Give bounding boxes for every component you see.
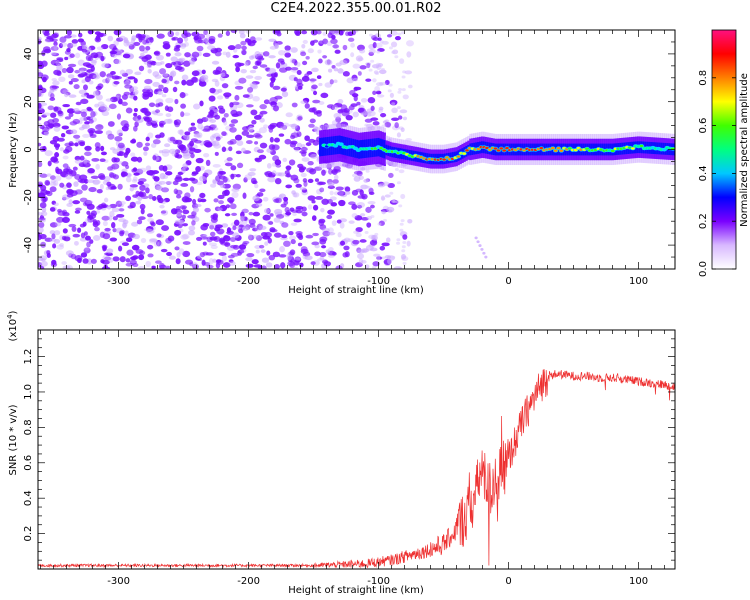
snr-panel: -300 -200 -100 0 100 0.2 0.4 0.6 0.8 1.0 1.2 Heig…	[6, 310, 676, 596]
colorbar: 0.0 0.2 0.4 0.6 0.8 Normalized spectral ampl…	[698, 29, 750, 277]
y-tick-label: 1.2	[23, 349, 34, 365]
spectrogram-x-ticks: -300 -200 -100 0 100	[40, 30, 665, 287]
snr-series-line	[38, 369, 675, 569]
snr-x-label: Height of straight line (km)	[288, 585, 424, 596]
y-tick-label: 0	[23, 146, 34, 152]
snr-frame	[37, 329, 676, 570]
x-tick-label: -100	[367, 276, 390, 287]
x-tick-label: -200	[237, 576, 260, 587]
x-tick-label: 100	[629, 276, 648, 287]
x-tick-label: 0	[505, 576, 511, 587]
snr-y-scale-label: (x104)	[6, 310, 19, 341]
colorbar-tick-label: 0.8	[698, 70, 709, 86]
y-tick-label: 0.8	[23, 419, 34, 435]
colorbar-tick-label: 0.0	[698, 261, 709, 277]
y-tick-label: -20	[23, 189, 34, 205]
x-tick-label: -200	[237, 276, 260, 287]
page-title: C2E4.2022.355.00.01.R02	[270, 1, 442, 16]
y-tick-label: -40	[23, 237, 34, 253]
x-tick-label: -300	[107, 576, 130, 587]
snr-y-label: SNR (10 * v/v)	[8, 404, 19, 475]
y-tick-label: 0.6	[23, 455, 34, 471]
colorbar-label: Normalized spectral amplitude	[739, 73, 750, 227]
spectrogram-x-label: Height of straight line (km)	[288, 285, 424, 296]
snr-x-ticks: -300 -200 -100 0 100	[40, 330, 665, 587]
x-tick-label: 100	[629, 576, 648, 587]
x-tick-label: -300	[107, 276, 130, 287]
x-tick-label: 0	[505, 276, 511, 287]
y-tick-label: 20	[23, 95, 34, 108]
colorbar-tick-label: 0.6	[698, 118, 709, 134]
y-tick-label: 0.2	[23, 526, 34, 542]
colorbar-tick-label: 0.2	[698, 213, 709, 229]
colorbar-gradient	[711, 29, 737, 270]
y-tick-label: 0.4	[23, 490, 34, 506]
x-tick-label: -100	[367, 576, 390, 587]
spectrogram-y-label: Frequency (Hz)	[8, 112, 19, 188]
colorbar-tick-label: 0.4	[698, 165, 709, 181]
colorbar-ticks: 0.0 0.2 0.4 0.6 0.8	[698, 70, 736, 277]
snr-y-ticks: 0.2 0.4 0.6 0.8 1.0 1.2	[23, 338, 675, 561]
y-tick-label: 1.0	[23, 384, 34, 400]
spectrogram-y-ticks: -40 -20 0 20 40	[23, 29, 675, 270]
y-tick-label: 40	[23, 48, 34, 61]
spectrogram-signal-layer	[319, 123, 675, 259]
